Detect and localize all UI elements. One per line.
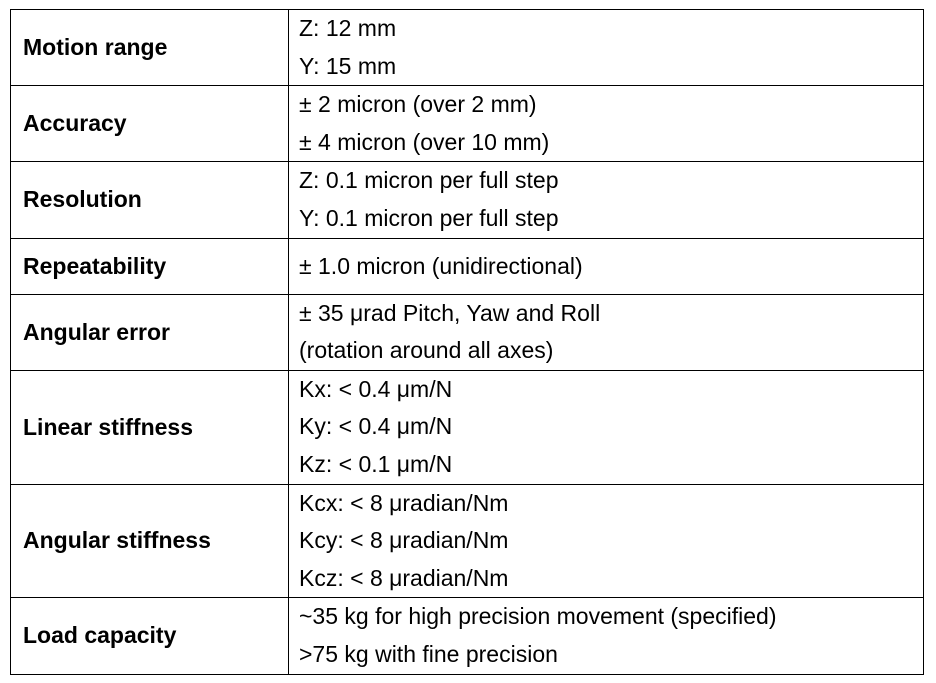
spec-value-cell: ± 1.0 micron (unidirectional) <box>288 237 924 295</box>
spec-row-resolution: Resolution Z: 0.1 micron per full step Y… <box>10 161 924 239</box>
spec-value: Kz: < 0.1 μm/N <box>299 450 453 477</box>
spec-value-cell: Z: 0.1 micron per full step Y: 0.1 micro… <box>288 161 924 239</box>
spec-value-cell: Kcx: < 8 μradian/Nm Kcy: < 8 μradian/Nm … <box>288 483 924 599</box>
spec-label: Load capacity <box>10 597 289 675</box>
spec-row-angular-error: Angular error ± 35 μrad Pitch, Yaw and R… <box>10 293 924 371</box>
spec-row-load-capacity: Load capacity ~35 kg for high precision … <box>10 597 924 675</box>
spec-row-angular-stiffness: Angular stiffness Kcx: < 8 μradian/Nm Kc… <box>10 483 924 599</box>
spec-value: ± 2 micron (over 2 mm) <box>299 91 537 118</box>
spec-value: ± 1.0 micron (unidirectional) <box>299 252 583 279</box>
spec-table: Motion range Z: 12 mm Y: 15 mm Accuracy … <box>10 8 924 675</box>
spec-label: Motion range <box>10 8 289 87</box>
spec-value: Y: 15 mm <box>299 52 397 79</box>
spec-value: (rotation around all axes) <box>299 337 554 364</box>
spec-value-cell: ± 2 micron (over 2 mm) ± 4 micron (over … <box>288 85 924 163</box>
spec-value-cell: ~35 kg for high precision movement (spec… <box>288 597 924 675</box>
spec-label: Angular stiffness <box>10 483 289 599</box>
spec-value: Kcy: < 8 μradian/Nm <box>299 527 509 554</box>
spec-value-cell: ± 35 μrad Pitch, Yaw and Roll (rotation … <box>288 293 924 371</box>
spec-value: >75 kg with fine precision <box>299 640 558 667</box>
spec-label: Accuracy <box>10 85 289 163</box>
spec-label: Angular error <box>10 293 289 371</box>
spec-value: Kx: < 0.4 μm/N <box>299 375 453 402</box>
spec-row-repeatability: Repeatability ± 1.0 micron (unidirection… <box>10 237 924 295</box>
spec-value: Z: 12 mm <box>299 15 397 41</box>
spec-label: Repeatability <box>10 237 289 295</box>
spec-value: ± 35 μrad Pitch, Yaw and Roll <box>299 299 601 326</box>
spec-value: ~35 kg for high precision movement (spec… <box>299 603 777 630</box>
spec-label: Resolution <box>10 161 289 239</box>
spec-value-cell: Kx: < 0.4 μm/N Ky: < 0.4 μm/N Kz: < 0.1 … <box>288 369 924 485</box>
spec-value: Kcz: < 8 μradian/Nm <box>299 564 509 591</box>
spec-row-linear-stiffness: Linear stiffness Kx: < 0.4 μm/N Ky: < 0.… <box>10 369 924 485</box>
spec-row-motion-range: Motion range Z: 12 mm Y: 15 mm <box>10 8 924 87</box>
spec-value: Kcx: < 8 μradian/Nm <box>299 489 509 516</box>
spec-value: Ky: < 0.4 μm/N <box>299 413 453 440</box>
spec-label: Linear stiffness <box>10 369 289 485</box>
spec-value: ± 4 micron (over 10 mm) <box>299 128 550 155</box>
spec-value: Z: 0.1 micron per full step <box>299 167 559 194</box>
spec-value: Y: 0.1 micron per full step <box>299 204 559 231</box>
spec-row-accuracy: Accuracy ± 2 micron (over 2 mm) ± 4 micr… <box>10 85 924 163</box>
spec-value-cell: Z: 12 mm Y: 15 mm <box>288 8 924 87</box>
